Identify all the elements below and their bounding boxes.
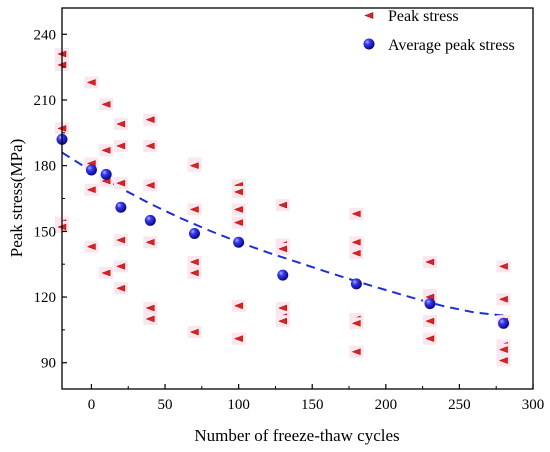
peak-stress-point <box>145 238 155 246</box>
legend-peak-stress-label: Peak stress <box>388 8 459 25</box>
peak-stress-point <box>189 258 199 266</box>
average-peak-stress-point <box>100 168 112 180</box>
peak-stress-point <box>233 206 243 213</box>
y-tick-label: 150 <box>34 224 57 240</box>
peak-stress-point <box>101 146 111 154</box>
x-tick-label: 0 <box>88 397 96 413</box>
legend-peak-stress-marker <box>364 12 374 19</box>
y-axis-title: Peak stress(MPa) <box>7 139 26 258</box>
peak-stress-point <box>116 284 126 292</box>
peak-stress-point <box>351 348 361 356</box>
average-peak-stress-point <box>188 228 200 240</box>
peak-stress-point <box>351 210 361 218</box>
peak-stress-point <box>189 269 199 277</box>
peak-stress-point <box>425 317 435 325</box>
peak-stress-point <box>145 315 155 323</box>
peak-stress-point <box>189 328 199 336</box>
peak-stress-point <box>498 295 508 303</box>
peak-stress-point <box>278 245 288 253</box>
x-tick-label: 50 <box>158 397 173 413</box>
average-peak-stress-point <box>144 214 156 226</box>
fit-curve-layer <box>61 151 504 317</box>
y-tick-label: 120 <box>34 290 57 306</box>
peak-stress-point <box>86 243 96 251</box>
average-peak-stress-point <box>498 317 510 329</box>
x-tick-label: 300 <box>522 397 545 413</box>
average-peak-stress-point <box>233 236 245 248</box>
peak-stress-point <box>145 182 155 189</box>
y-axis-ticks: 90 120 150 180 210 240 <box>34 27 67 372</box>
average-peak-stress-point <box>277 269 289 281</box>
x-tick-label: 100 <box>227 397 250 413</box>
average-peak-stress-point <box>350 278 362 290</box>
y-tick-label: 210 <box>34 93 57 109</box>
peak-stress-point <box>498 346 508 353</box>
peak-stress-point <box>116 263 126 270</box>
peak-stress-point <box>116 142 126 150</box>
peak-stress-point <box>425 335 435 342</box>
peak-stress-point <box>86 186 96 194</box>
peak-stress-point <box>351 249 361 257</box>
x-tick-label: 150 <box>301 397 324 413</box>
peak-stress-point <box>278 304 288 312</box>
legend-average-peak-stress-marker <box>363 38 375 50</box>
peak-stress-point <box>116 120 126 128</box>
x-tick-label: 250 <box>448 397 471 413</box>
peak-stress-point <box>498 263 508 270</box>
peak-stress-point <box>278 317 288 325</box>
x-axis-ticks: 0 50 100 150 200 250 300 <box>88 384 545 413</box>
plot-area <box>62 8 533 389</box>
peak-stress-point <box>145 142 155 150</box>
peak-stress-point <box>101 100 111 108</box>
y-tick-label: 90 <box>41 356 56 372</box>
peak-stress-point <box>86 79 96 86</box>
peak-stress-point <box>233 302 243 310</box>
y-tick-label: 180 <box>34 159 57 175</box>
peak-stress-point <box>351 319 361 327</box>
peak-stress-point <box>145 116 155 124</box>
peak-stress-point <box>498 357 508 364</box>
peak-stress-point <box>233 219 243 226</box>
peak-stress-point <box>278 201 288 209</box>
legend-average-peak-stress-label: Average peak stress <box>388 37 515 54</box>
average-peak-stress-point <box>85 164 97 176</box>
average-peak-stress-point <box>115 201 127 213</box>
legend: Peak stress Average peak stress <box>363 8 515 54</box>
x-axis-title: Number of freeze-thaw cycles <box>194 426 399 445</box>
peak-stress-point <box>116 236 126 244</box>
peak-stress-point <box>233 335 243 342</box>
peak-stress-point <box>145 304 155 312</box>
peak-stress-point <box>116 179 126 187</box>
peak-stress-point <box>425 258 435 266</box>
peak-stress-point <box>351 238 361 246</box>
peak-stress-point <box>189 206 199 213</box>
y-tick-label: 240 <box>34 27 57 43</box>
peak-stress-point <box>189 162 199 170</box>
fit-curve <box>61 151 504 317</box>
average-peak-stress-series <box>56 133 510 329</box>
peak-stress-point <box>233 188 243 196</box>
x-tick-label: 200 <box>375 397 398 413</box>
average-peak-stress-point <box>424 298 436 310</box>
peak-stress-point <box>101 269 111 277</box>
